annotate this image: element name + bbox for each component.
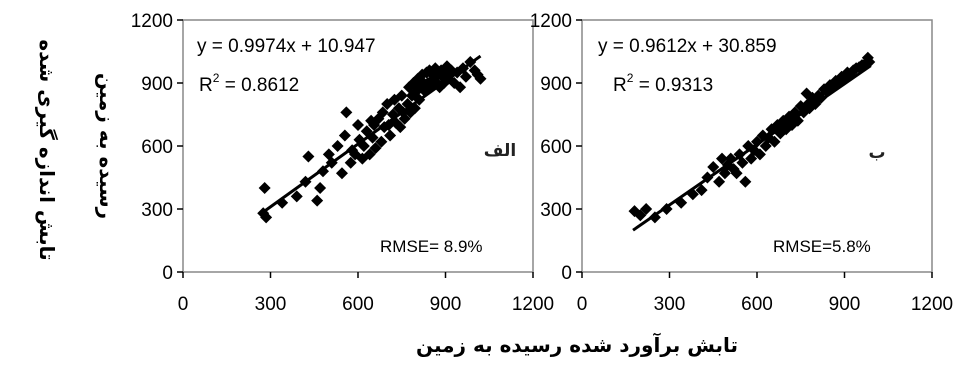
panel-alef-data-point: [290, 190, 303, 203]
panel-be-y-tick-label: 900: [540, 74, 572, 95]
panel-be-data-point: [713, 175, 726, 188]
panel-alef-data-point: [344, 156, 357, 169]
panel-be-r2-label: R: [613, 75, 627, 96]
panel-alef-x-tick-label: 300: [255, 294, 287, 315]
panel-be-rmse: RMSE=5.8%: [773, 237, 871, 256]
panel-be-data-point: [863, 56, 876, 68]
panel-be-y-tick-label: 600: [540, 137, 572, 158]
panel-be-data-point: [753, 148, 766, 161]
panel-alef-x-ticks: 0 300 600 900 1200: [178, 272, 554, 315]
panel-alef: 0 300 600 900 1200 0 300 600 900 1200 y = 0.9974…: [131, 11, 554, 315]
panel-be-y-tick-label: 300: [540, 200, 572, 221]
panel-alef-label: الف: [484, 141, 516, 161]
panel-alef-trendline: [260, 54, 482, 215]
panel-be-data-point: [768, 135, 781, 148]
panel-be-data-point: [707, 161, 720, 173]
panel-alef-y-tick-label: 0: [162, 263, 173, 284]
panel-alef-x-tick-label: 600: [342, 294, 374, 315]
panel-alef-r2-value: = 0.8612: [219, 75, 299, 96]
panel-alef-data-point: [375, 135, 388, 148]
panel-alef-data-point: [352, 119, 364, 131]
panel-alef-x-tick-label: 1200: [512, 294, 554, 315]
panel-be-data-point: [739, 175, 752, 188]
panel-be-data-point: [736, 156, 749, 169]
panel-alef-data-point: [398, 112, 411, 125]
panel-alef-data-point: [340, 106, 353, 119]
panel-be-r2-value: = 0.9313: [633, 75, 713, 96]
panel-be-x-tick-label: 1200: [911, 294, 953, 315]
panel-alef-data-point: [459, 70, 472, 83]
panel-alef-data-point: [395, 89, 408, 102]
panel-be-data-point: [695, 184, 708, 197]
panel-be-y-ticks: 0 300 600 900 1200: [530, 11, 582, 284]
panel-alef-data-point: [454, 81, 467, 94]
panel-alef-y-tick-label: 900: [141, 74, 173, 95]
panel-alef-y-ticks: 0 300 600 900 1200: [131, 11, 183, 284]
panel-alef-data-point: [376, 106, 389, 119]
panel-alef-data-point: [311, 194, 324, 207]
panel-alef-data-point: [363, 148, 376, 161]
panel-be-y-tick-label: 1200: [530, 11, 572, 32]
panel-alef-equation: y = 0.9974x + 10.947: [197, 36, 376, 57]
panel-alef-r2: R2 = 0.8612: [199, 71, 299, 96]
panel-alef-data-point: [369, 142, 382, 155]
panel-be-data-point: [716, 152, 728, 165]
panel-be-equation: y = 0.9612x + 30.859: [598, 36, 777, 57]
panel-be-data-point: [730, 167, 743, 180]
panel-alef-data-point: [258, 182, 271, 194]
panel-alef-y-tick-label: 1200: [131, 11, 173, 32]
panel-be-x-tick-label: 600: [741, 294, 773, 315]
x-axis-title: تابش برآورد شده رسیده به زمین: [416, 332, 738, 357]
panel-alef-data-point: [474, 72, 487, 85]
panel-alef-data-point: [335, 167, 348, 180]
panel-be-data-point: [640, 203, 653, 215]
panel-alef-data-point: [260, 211, 273, 224]
panel-alef-data-point: [394, 121, 407, 134]
panel-be-data-point: [634, 209, 647, 222]
panel-alef-data-point: [302, 150, 315, 163]
panel-be-y-tick-label: 0: [561, 263, 572, 284]
panel-alef-x-tick-label: 900: [430, 294, 462, 315]
panel-alef-r2-label: R: [199, 75, 213, 96]
panel-be-label: ب: [868, 143, 885, 163]
panel-alef-data-point: [384, 129, 397, 142]
panel-be-trendline: [632, 64, 872, 232]
panel-be-x-ticks: 0 300 600 900 1200: [577, 272, 953, 315]
panel-be: 0 300 600 900 1200 0 300 600 900 1200 y = 0.9612…: [530, 11, 953, 315]
panel-alef-data-point: [314, 182, 327, 194]
panel-alef-data-point: [338, 129, 351, 142]
panel-be-x-tick-label: 300: [654, 294, 686, 315]
panel-alef-x-tick-label: 0: [178, 294, 189, 315]
panel-be-r2: R2 = 0.9313: [613, 71, 713, 96]
panel-alef-data-point: [331, 140, 344, 152]
y-axis-title-inner: رسیده به زمین: [95, 73, 119, 219]
panel-be-data-point: [774, 127, 787, 140]
y-axis-title-outer: تابش اندازه گیری شده: [35, 39, 59, 260]
panel-alef-r2-sup: 2: [213, 71, 220, 85]
panel-alef-y-tick-label: 300: [141, 200, 173, 221]
panel-be-r2-sup: 2: [627, 71, 634, 85]
panel-be-x-tick-label: 0: [577, 294, 588, 315]
panel-alef-rmse: RMSE= 8.9%: [380, 237, 483, 256]
panel-alef-y-tick-label: 600: [141, 137, 173, 158]
panel-be-x-tick-label: 900: [829, 294, 861, 315]
